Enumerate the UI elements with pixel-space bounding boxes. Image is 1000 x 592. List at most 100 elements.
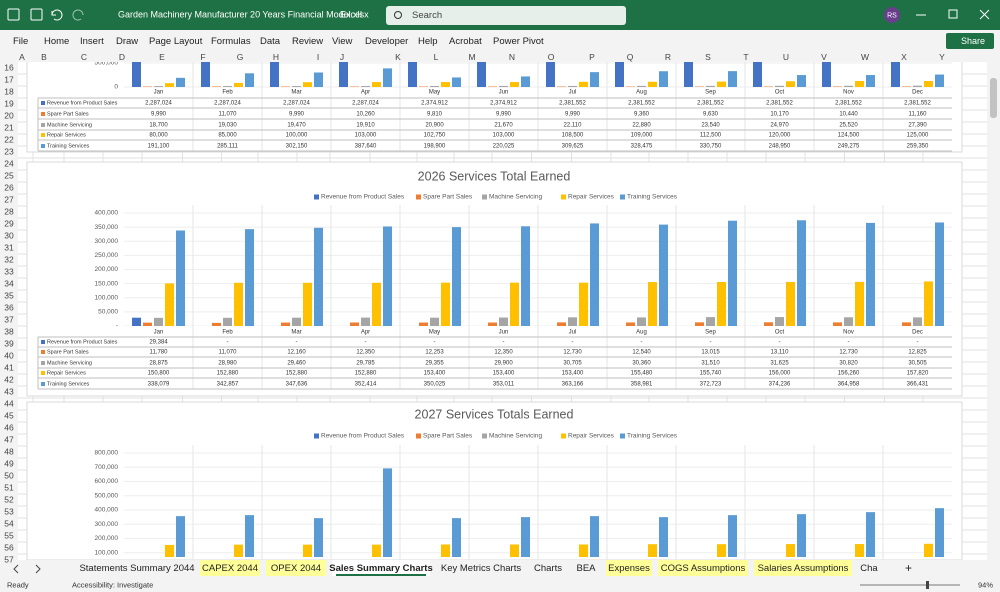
row-header[interactable]: 16 (4, 62, 14, 72)
row-header[interactable]: 42 (4, 374, 14, 384)
row-header[interactable]: 25 (4, 170, 14, 180)
column-header[interactable]: N (509, 52, 515, 62)
sheet-tab[interactable] (332, 560, 430, 576)
row-header[interactable]: 37 (4, 314, 14, 324)
row-header[interactable]: 26 (4, 182, 14, 192)
ribbon-tab[interactable]: View (332, 36, 353, 47)
column-header[interactable]: Q (627, 52, 634, 62)
ribbon-tab[interactable]: Acrobat (449, 36, 482, 47)
sheet-tab-label[interactable]: BEA (576, 563, 596, 574)
row-header[interactable]: 47 (4, 434, 14, 444)
column-header[interactable]: Y (939, 52, 945, 62)
search-box[interactable] (386, 6, 626, 25)
ribbon-tab[interactable]: Formulas (211, 36, 251, 47)
scroll-thumb[interactable] (990, 78, 997, 118)
row-header[interactable]: 44 (4, 398, 14, 408)
row-header[interactable]: 49 (4, 458, 14, 468)
column-header[interactable]: M (468, 52, 475, 62)
row-header[interactable]: 50 (4, 470, 14, 480)
sheet-tab[interactable] (266, 560, 326, 576)
row-header[interactable]: 56 (4, 542, 14, 552)
row-header[interactable]: 35 (4, 290, 14, 300)
ribbon-tab[interactable]: Developer (365, 36, 408, 47)
column-header[interactable]: A (19, 52, 25, 62)
column-header[interactable]: G (237, 52, 244, 62)
save-icon[interactable] (30, 8, 43, 21)
column-header[interactable]: R (665, 52, 671, 62)
column-header[interactable]: X (901, 52, 907, 62)
column-header[interactable]: W (861, 52, 869, 62)
column-header[interactable]: T (743, 52, 748, 62)
column-header[interactable]: V (821, 52, 827, 62)
ribbon-tab[interactable]: Data (260, 36, 281, 47)
sheet-tab-label[interactable]: Salaries Assumptions (758, 563, 849, 574)
row-header[interactable]: 46 (4, 422, 14, 432)
restore-button[interactable] (948, 9, 958, 19)
sheet-tab[interactable] (438, 560, 524, 576)
column-header[interactable]: U (783, 52, 789, 62)
column-header[interactable]: D (119, 52, 125, 62)
column-header[interactable]: J (340, 52, 344, 62)
row-header[interactable]: 39 (4, 338, 14, 348)
sheet-tab[interactable] (200, 560, 260, 576)
sheet-tab-label[interactable]: Expenses (608, 563, 650, 574)
row-header[interactable]: 52 (4, 494, 14, 504)
sheet-tab[interactable] (858, 560, 880, 576)
row-header[interactable]: 34 (4, 278, 14, 288)
row-header[interactable]: 33 (4, 266, 14, 276)
sheet-tab[interactable] (754, 560, 852, 576)
row-header[interactable]: 27 (4, 194, 14, 204)
row-header[interactable]: 51 (4, 482, 14, 492)
row-header[interactable]: 28 (4, 206, 14, 216)
row-header[interactable]: 22 (4, 134, 14, 144)
add-sheet-button[interactable]: + (905, 561, 912, 575)
row-header[interactable]: 54 (4, 518, 14, 528)
row-header[interactable]: 32 (4, 254, 14, 264)
row-header[interactable]: 18 (4, 86, 14, 96)
accessibility-status[interactable]: Accessibility: Investigate (72, 580, 153, 589)
column-header[interactable]: C (81, 52, 87, 62)
sheet-tab-label[interactable]: Cha (860, 563, 878, 574)
ribbon-tab[interactable]: Draw (116, 36, 138, 47)
zoom-thumb[interactable] (926, 581, 929, 589)
column-header[interactable]: H (273, 52, 279, 62)
sheet-tab-label[interactable]: Statements Summary 2044 (79, 563, 194, 574)
row-header[interactable]: 45 (4, 410, 14, 420)
ribbon-tab[interactable]: File (13, 36, 28, 47)
row-header[interactable]: 43 (4, 386, 14, 396)
row-header[interactable]: 19 (4, 98, 14, 108)
column-header[interactable]: S (705, 52, 711, 62)
column-header[interactable]: E (159, 52, 165, 62)
vertical-scrollbar[interactable] (987, 62, 1000, 560)
column-header[interactable]: B (41, 52, 47, 62)
row-header[interactable]: 38 (4, 326, 14, 336)
row-header[interactable]: 55 (4, 530, 14, 540)
ribbon-tab[interactable]: Insert (80, 36, 104, 47)
close-button[interactable] (979, 9, 990, 20)
ribbon-tab[interactable]: Home (44, 36, 69, 47)
row-header[interactable]: 23 (4, 146, 14, 156)
sheet-tab-label[interactable]: OPEX 2044 (271, 563, 321, 574)
row-header[interactable]: 48 (4, 446, 14, 456)
tab-scroll-buttons[interactable] (13, 564, 41, 574)
ribbon-tab[interactable]: Power Pivot (493, 36, 544, 47)
sheet-tab[interactable] (572, 560, 600, 576)
sheet-tab-label[interactable]: Sales Summary Charts (329, 563, 433, 574)
sheet-tab-label[interactable]: COGS Assumptions (661, 563, 746, 574)
sheet-tab-label[interactable]: CAPEX 2044 (202, 563, 258, 574)
row-header[interactable]: 36 (4, 302, 14, 312)
sheet-tab-label[interactable]: Charts (534, 563, 562, 574)
row-header[interactable]: 24 (4, 158, 14, 168)
row-header[interactable]: 17 (4, 74, 14, 84)
sheet-tab[interactable] (606, 560, 652, 576)
undo-icon[interactable] (51, 9, 63, 21)
row-header[interactable]: 31 (4, 242, 14, 252)
row-header[interactable]: 21 (4, 122, 14, 132)
row-header[interactable]: 53 (4, 506, 14, 516)
row-header[interactable]: 29 (4, 218, 14, 228)
column-header[interactable]: K (395, 52, 401, 62)
ribbon-tab[interactable]: Page Layout (149, 36, 203, 47)
row-header[interactable]: 57 (4, 554, 14, 564)
sheet-tab-label[interactable]: Key Metrics Charts (441, 563, 521, 574)
autosave-icon[interactable] (7, 8, 20, 21)
